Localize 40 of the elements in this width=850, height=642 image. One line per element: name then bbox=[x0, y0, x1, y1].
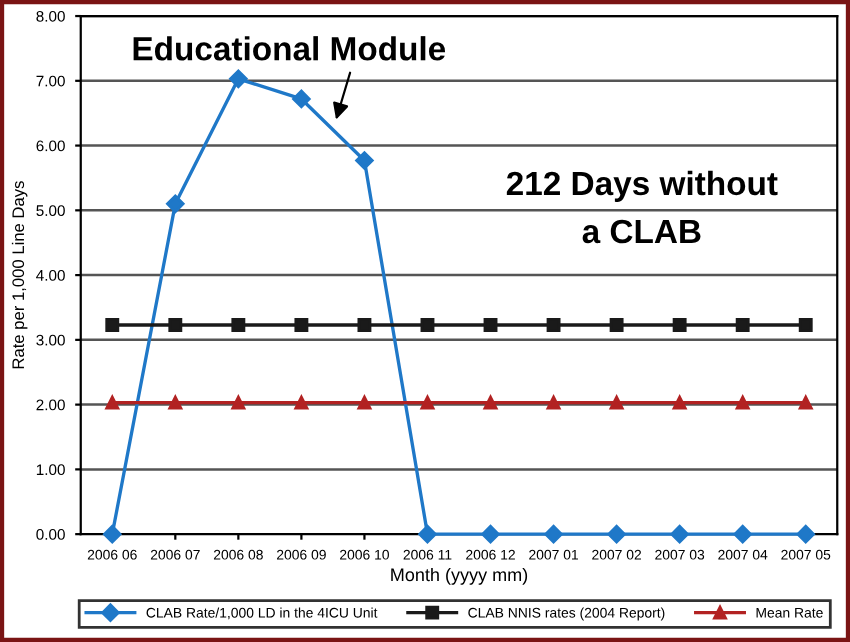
annotation: 212 Days without a CLAB bbox=[506, 170, 778, 244]
point bbox=[609, 395, 624, 410]
point bbox=[735, 318, 750, 332]
point bbox=[168, 318, 183, 332]
point bbox=[733, 524, 752, 544]
point bbox=[670, 524, 689, 544]
x-axis-title: Month (yyyy mm) bbox=[391, 567, 528, 585]
point bbox=[168, 395, 183, 410]
point bbox=[166, 194, 185, 214]
point bbox=[798, 395, 813, 410]
point bbox=[355, 151, 374, 170]
point bbox=[418, 524, 437, 544]
point bbox=[292, 89, 311, 109]
point bbox=[735, 395, 750, 410]
point bbox=[231, 318, 246, 332]
y-axis-title: Rate per 1,000 Line Days bbox=[11, 181, 28, 369]
point bbox=[105, 395, 120, 410]
point bbox=[105, 318, 120, 332]
point bbox=[103, 524, 122, 544]
point bbox=[672, 395, 687, 410]
point bbox=[231, 395, 246, 410]
point bbox=[420, 318, 435, 332]
annotation: Educational Module bbox=[133, 36, 446, 61]
point bbox=[357, 318, 372, 332]
point bbox=[609, 318, 624, 332]
point bbox=[796, 524, 815, 544]
point bbox=[294, 395, 309, 410]
point bbox=[607, 524, 626, 544]
point bbox=[229, 69, 248, 89]
point bbox=[546, 395, 561, 410]
point bbox=[357, 395, 372, 410]
point bbox=[481, 524, 500, 544]
point bbox=[672, 318, 687, 332]
point bbox=[798, 318, 813, 332]
point bbox=[546, 318, 561, 332]
point bbox=[483, 318, 498, 332]
point bbox=[420, 395, 435, 410]
point bbox=[483, 395, 498, 410]
point bbox=[544, 524, 563, 544]
point bbox=[294, 318, 309, 332]
